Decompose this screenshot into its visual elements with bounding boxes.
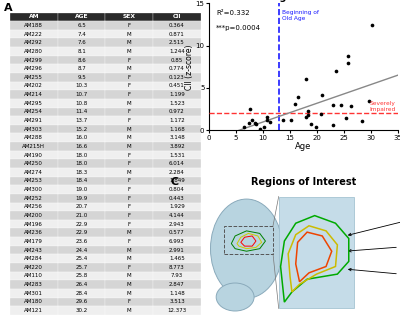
Point xyxy=(264,115,270,120)
Point xyxy=(295,95,302,100)
Point xyxy=(359,118,366,123)
Point xyxy=(329,123,336,128)
X-axis label: Age: Age xyxy=(295,142,312,151)
Point xyxy=(305,112,311,117)
Point xyxy=(344,53,351,59)
Point xyxy=(366,98,372,103)
Text: ***p=0.0004: ***p=0.0004 xyxy=(216,25,261,31)
Ellipse shape xyxy=(216,283,254,311)
Point xyxy=(318,112,324,117)
Point xyxy=(257,127,263,132)
Point xyxy=(303,77,309,82)
Point xyxy=(252,121,259,126)
Point xyxy=(345,61,352,66)
Point xyxy=(249,117,256,122)
Point xyxy=(267,120,274,125)
Point xyxy=(319,93,326,98)
Text: Cingulum Bundle: Cingulum Bundle xyxy=(349,242,400,252)
Point xyxy=(313,124,320,129)
Point xyxy=(308,121,315,126)
Title: Age and CII: Age and CII xyxy=(272,0,335,3)
Ellipse shape xyxy=(210,199,282,298)
Point xyxy=(292,101,298,106)
Text: R²=0.332: R²=0.332 xyxy=(216,10,250,16)
Text: Corpus Callosum: Corpus Callosum xyxy=(349,268,400,279)
Point xyxy=(240,125,247,130)
Point xyxy=(329,103,336,108)
Point xyxy=(338,102,344,107)
Point xyxy=(348,104,355,109)
Point xyxy=(261,124,268,129)
Text: Beginning of
Old Age: Beginning of Old Age xyxy=(282,10,319,21)
Title: Regions of Interest: Regions of Interest xyxy=(251,177,356,187)
Point xyxy=(303,115,309,120)
Point xyxy=(280,118,286,123)
Point xyxy=(369,23,375,28)
Point xyxy=(246,121,252,126)
Point xyxy=(288,118,294,123)
Text: C: C xyxy=(171,177,179,187)
Point xyxy=(252,121,258,126)
Point xyxy=(343,115,349,121)
FancyBboxPatch shape xyxy=(279,197,354,308)
Point xyxy=(246,107,253,112)
Point xyxy=(263,118,270,123)
Text: A: A xyxy=(4,3,13,13)
Text: Severely
Impaired: Severely Impaired xyxy=(369,101,395,112)
Y-axis label: CII (z-score): CII (z-score) xyxy=(185,44,194,90)
Point xyxy=(333,69,340,74)
Text: Cingulate Gyrus: Cingulate Gyrus xyxy=(348,213,400,236)
Point xyxy=(304,108,311,114)
